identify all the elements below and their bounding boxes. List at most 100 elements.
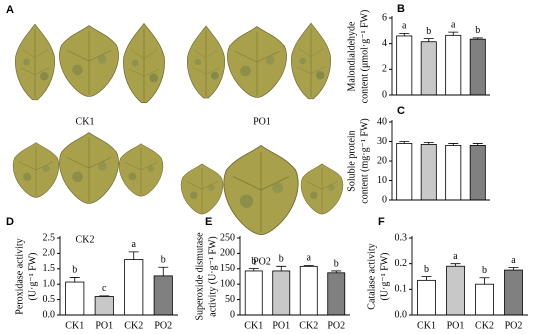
significance-letter: b <box>426 26 431 37</box>
significance-letter: a <box>402 21 407 32</box>
error-bar <box>128 251 139 260</box>
bar <box>124 259 144 316</box>
y-axis-label: Superoxide dismutase <box>194 232 205 321</box>
bar <box>469 144 486 201</box>
bar <box>420 41 437 96</box>
bar <box>469 38 486 96</box>
y-tick-label: 30 <box>377 136 387 147</box>
y-axis-label: Soluble protein <box>346 130 357 191</box>
bar <box>244 270 263 316</box>
y-axis-label: Peroxidase activity <box>14 238 25 314</box>
y-axis-label: Catalase activity <box>366 243 377 309</box>
x-tick-label: CK1 <box>244 320 263 331</box>
significance-letter: a <box>132 239 137 250</box>
y-tick-label: 1.5 <box>43 263 56 274</box>
error-bar <box>276 265 287 271</box>
significance-letter: a <box>511 255 516 266</box>
bar <box>272 270 291 316</box>
bar <box>65 281 85 316</box>
error-bar <box>69 277 80 283</box>
x-tick-label: CK2 <box>299 320 318 331</box>
x-tick-label: PO1 <box>447 320 465 331</box>
bar <box>299 265 318 316</box>
bar <box>504 269 523 316</box>
y-tick-label: 40 <box>377 116 387 127</box>
x-tick-label: CK1 <box>417 320 436 331</box>
x-tick-label: PO2 <box>505 320 523 331</box>
axis <box>59 236 178 316</box>
y-axis-label: activity (U·g⁻¹ FW) <box>207 236 218 316</box>
significance-letter: b <box>424 264 429 275</box>
error-bar <box>158 266 169 276</box>
bar <box>396 143 413 201</box>
bar <box>445 144 462 201</box>
y-tick-label: 0.5 <box>43 294 56 305</box>
leaf-photo <box>12 22 344 236</box>
significance-letter: b <box>161 255 166 266</box>
y-tick-label: 150 <box>220 263 235 274</box>
y-tick-label: 0.1 <box>395 284 408 295</box>
panel-label: B <box>397 3 405 15</box>
y-tick-label: 0 <box>382 194 387 205</box>
x-tick-label: PO1 <box>95 320 113 331</box>
error-bar <box>450 263 461 267</box>
y-tick-label: 0.3 <box>395 232 408 243</box>
panel-label: A <box>6 4 14 16</box>
y-axis-label: content (μmol·g⁻¹ FW) <box>359 10 370 104</box>
significance-letter: b <box>334 258 339 269</box>
x-tick-label: PO2 <box>154 320 172 331</box>
bar <box>153 275 173 316</box>
error-bar <box>399 141 410 144</box>
bar <box>94 296 114 316</box>
significance-letter: c <box>102 283 107 294</box>
error-bar <box>399 33 410 36</box>
x-tick-label: CK2 <box>124 320 143 331</box>
y-axis-label: (U·g⁻¹ FW) <box>27 253 38 301</box>
image-label: CK2 <box>76 234 95 245</box>
y-tick-label: 6 <box>382 12 387 23</box>
x-tick-label: CK2 <box>475 320 494 331</box>
y-tick-label: 0.0 <box>43 309 56 320</box>
image-label: PO2 <box>253 256 271 267</box>
error-bar <box>479 277 490 285</box>
y-tick-label: 10 <box>377 175 387 186</box>
y-tick-label: 250 <box>220 232 235 243</box>
y-tick-label: 2.5 <box>43 232 56 243</box>
error-bar <box>508 267 519 271</box>
error-bar <box>421 276 432 281</box>
significance-letter: a <box>453 251 458 262</box>
error-bar <box>472 143 483 146</box>
error-bar <box>423 142 434 145</box>
y-axis-label: content (mg·g⁻¹ FW) <box>359 118 370 203</box>
x-tick-label: PO1 <box>272 320 290 331</box>
y-tick-label: 0 <box>382 89 387 100</box>
y-tick-label: 2.0 <box>43 248 56 259</box>
significance-letter: b <box>251 256 256 267</box>
y-tick-label: 0.2 <box>395 258 408 269</box>
bar <box>445 34 462 96</box>
panel-label: D <box>6 216 14 228</box>
panel-label: C <box>397 105 405 117</box>
significance-letter: b <box>279 254 284 265</box>
y-tick-label: 100 <box>220 278 235 289</box>
image-label: PO1 <box>253 116 271 127</box>
bar <box>396 35 413 96</box>
error-bar <box>423 38 434 42</box>
bar <box>446 265 465 316</box>
y-axis-label: Malondialdehyde <box>346 21 357 92</box>
x-tick-label: PO2 <box>327 320 345 331</box>
significance-letter: a <box>451 19 456 30</box>
y-tick-label: 4 <box>382 38 387 49</box>
axis <box>411 236 528 316</box>
significance-letter: b <box>475 25 480 36</box>
error-bar <box>448 143 459 146</box>
axis <box>391 120 490 201</box>
bar <box>417 279 436 316</box>
bar <box>327 272 346 316</box>
image-label: CK1 <box>76 116 95 127</box>
x-tick-label: CK1 <box>65 320 84 331</box>
y-tick-label: 2 <box>382 64 387 75</box>
error-bar <box>472 37 483 40</box>
y-tick-label: 1.0 <box>43 278 56 289</box>
